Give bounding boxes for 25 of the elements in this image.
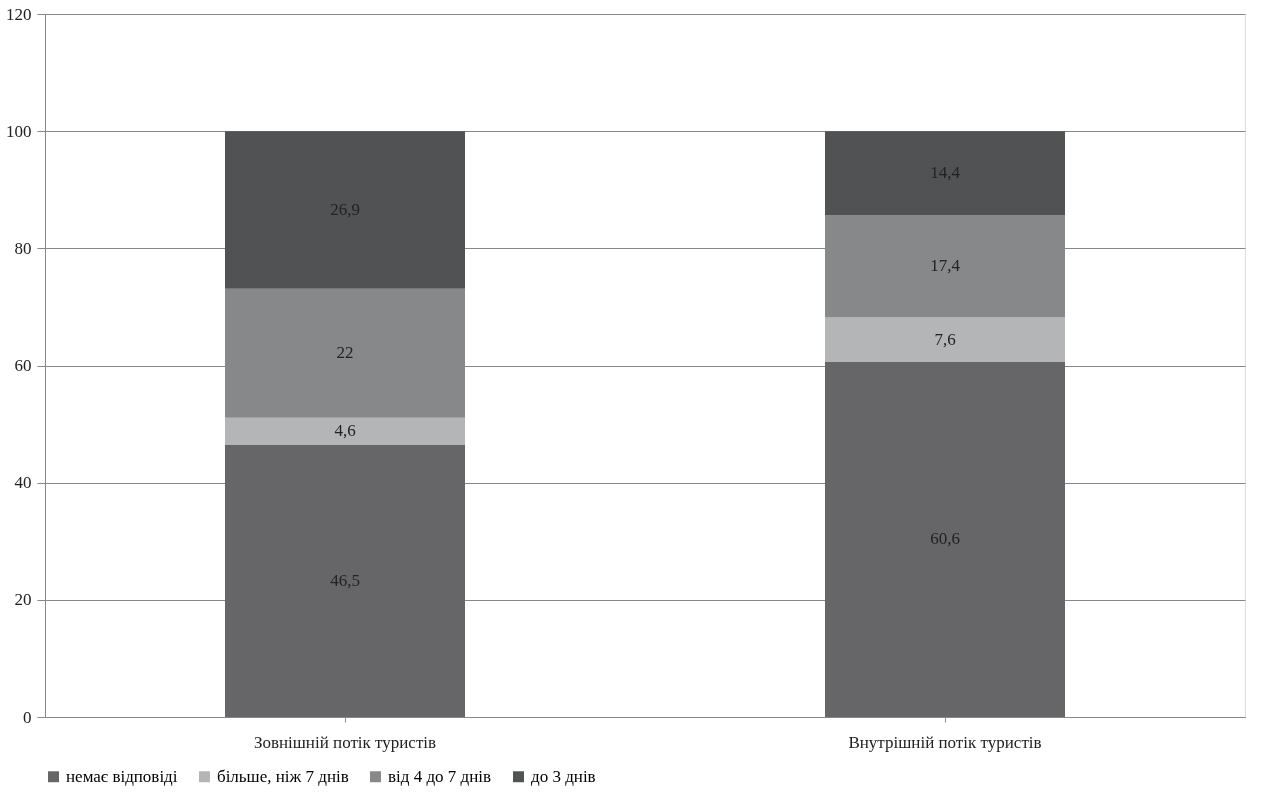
y-tick-label: 80 xyxy=(14,238,32,258)
x-tick-label: Внутрішній потік туристів xyxy=(848,732,1042,752)
legend-label: більше, ніж 7 днів xyxy=(217,766,349,786)
bar xyxy=(825,361,1065,717)
data-label: 60,6 xyxy=(930,529,960,549)
y-tick-label: 40 xyxy=(14,473,32,493)
data-label: 22 xyxy=(336,343,354,363)
bar xyxy=(225,131,465,289)
legend-label: немає відповіді xyxy=(66,766,178,786)
legend-label: від 4 до 7 днів xyxy=(388,766,492,786)
y-tick-label: 100 xyxy=(6,121,32,141)
legend-label: до 3 днів xyxy=(531,766,596,786)
bar xyxy=(825,317,1065,362)
y-tick-label: 60 xyxy=(14,356,32,375)
data-label: 17,4 xyxy=(930,256,961,276)
data-label: 46,5 xyxy=(330,570,360,590)
y-tick-label: 120 xyxy=(6,4,32,24)
bar xyxy=(825,131,1065,216)
bar xyxy=(225,444,465,717)
x-tick-label: Зовнішній потік туристів xyxy=(253,732,437,752)
data-label: 4,6 xyxy=(334,421,356,441)
y-tick-label: 20 xyxy=(14,590,32,610)
data-label: 7,6 xyxy=(934,329,956,349)
y-tick-label: 0 xyxy=(23,707,32,727)
bar xyxy=(225,417,465,445)
